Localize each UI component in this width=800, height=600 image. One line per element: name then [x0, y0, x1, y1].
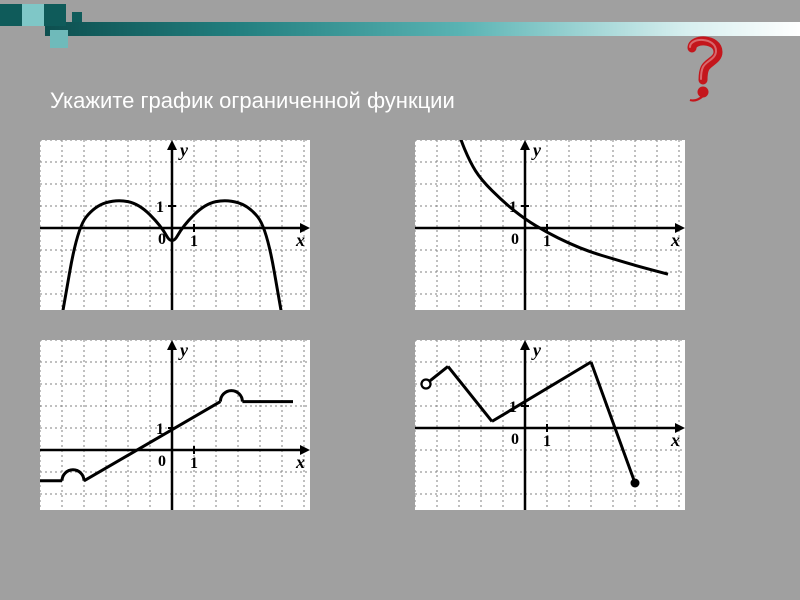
svg-text:1: 1 [543, 433, 551, 450]
chart-grid: yx011 yx011 yx011 yx011 [40, 140, 760, 510]
svg-text:0: 0 [511, 231, 519, 248]
svg-text:x: x [670, 230, 680, 250]
svg-text:0: 0 [158, 453, 166, 470]
chart-b[interactable]: yx011 [415, 140, 685, 310]
page-title: Укажите график ограниченной функции [50, 88, 455, 114]
svg-text:1: 1 [190, 455, 198, 472]
svg-text:y: y [178, 140, 189, 160]
svg-text:x: x [295, 452, 305, 472]
svg-text:y: y [531, 340, 542, 360]
svg-text:1: 1 [156, 199, 164, 216]
svg-text:1: 1 [190, 233, 198, 250]
chart-c[interactable]: yx011 [40, 340, 310, 510]
question-mark-icon [670, 30, 740, 105]
svg-text:1: 1 [543, 233, 551, 250]
svg-text:x: x [295, 230, 305, 250]
chart-d[interactable]: yx011 [415, 340, 685, 510]
svg-text:y: y [531, 140, 542, 160]
svg-text:y: y [178, 340, 189, 360]
chart-a[interactable]: yx011 [40, 140, 310, 310]
svg-text:x: x [670, 430, 680, 450]
svg-text:0: 0 [511, 431, 519, 448]
